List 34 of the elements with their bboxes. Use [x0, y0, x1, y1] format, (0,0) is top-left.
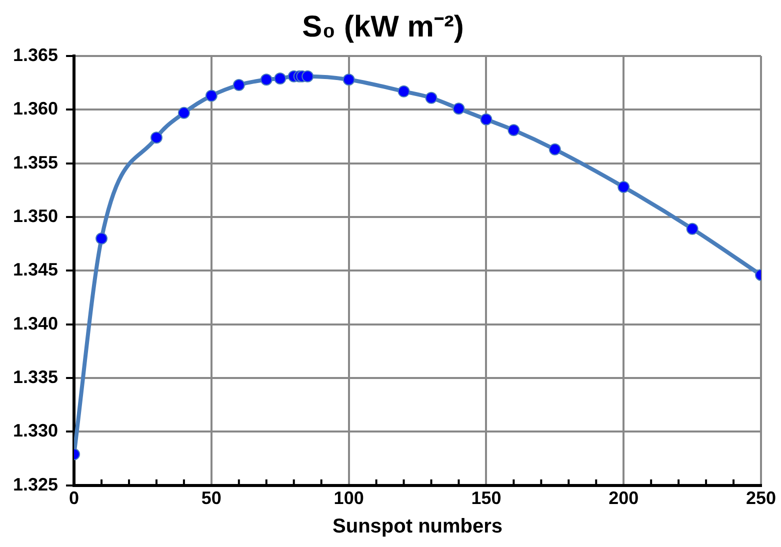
point: [342, 74, 355, 86]
y-tick-label: 1.325: [12, 474, 58, 494]
y-tick-label: 1.340: [12, 313, 58, 334]
point: [452, 102, 465, 115]
point: [274, 72, 286, 85]
y-tick-label: 1.330: [12, 420, 58, 441]
x-tick-label: 50: [201, 488, 222, 508]
point: [96, 232, 108, 244]
point: [548, 143, 561, 156]
point: [425, 92, 438, 104]
point: [232, 78, 245, 91]
x-tick-label: 150: [471, 488, 502, 508]
point: [398, 85, 410, 98]
point: [480, 113, 492, 126]
y-tick-label: 1.335: [12, 367, 58, 388]
point: [150, 132, 162, 144]
point: [508, 124, 520, 136]
x-tick-label: 200: [608, 488, 639, 508]
y-tick-label: 1.355: [12, 152, 58, 172]
point: [205, 90, 218, 102]
point: [178, 106, 190, 119]
x-tick-label: 100: [334, 488, 364, 508]
y-tick-label: 1.350: [12, 206, 58, 226]
point: [686, 222, 698, 235]
x-tick-label: 0: [69, 488, 80, 508]
point: [618, 180, 630, 193]
y-tick-label: 1.360: [12, 98, 58, 119]
x-tick-label: 250: [746, 488, 776, 508]
point: [302, 70, 314, 82]
x-axis-title: Sunspot numbers: [332, 516, 503, 538]
point: [260, 74, 272, 86]
y-tick-label: 1.365: [12, 44, 58, 65]
y-tick-label: 1.345: [12, 260, 58, 280]
chart-title: S₀ (kW m⁻²): [302, 10, 464, 44]
